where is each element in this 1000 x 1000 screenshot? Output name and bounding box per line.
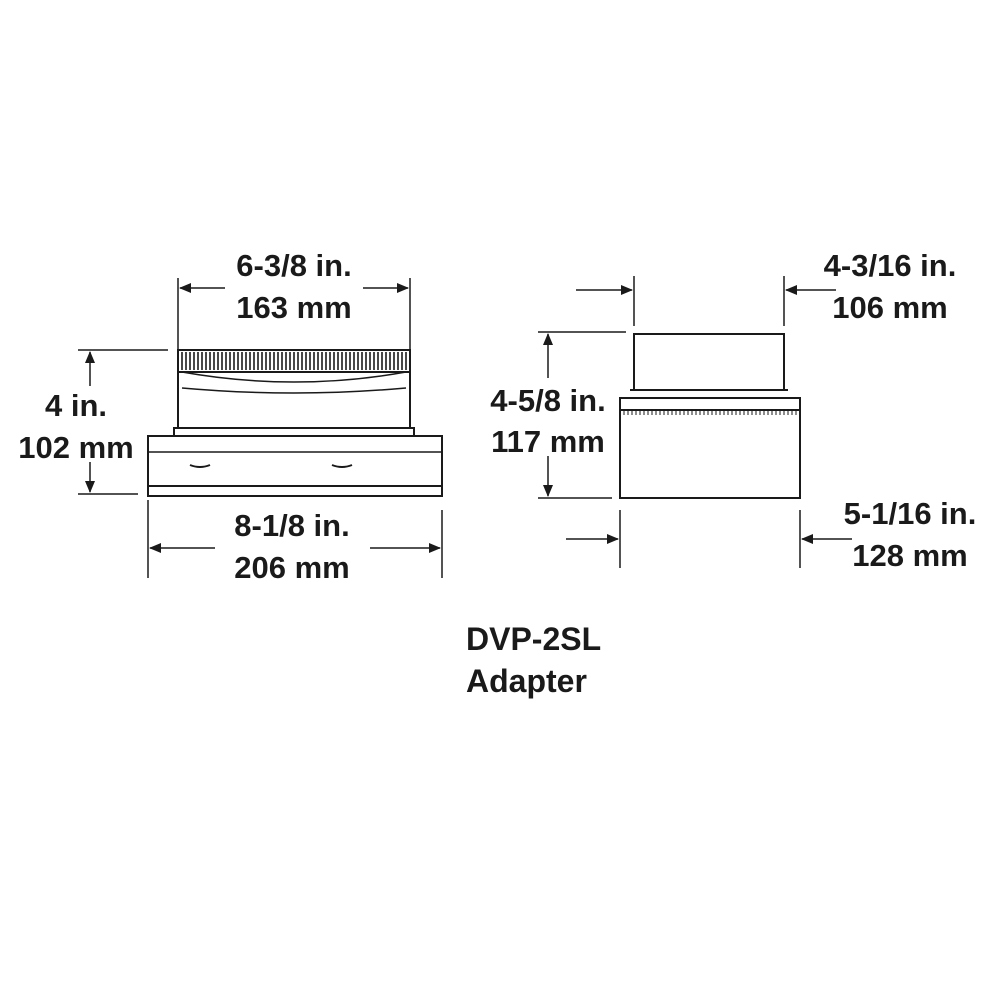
- side-height-imperial: 4-5/8 in.: [490, 383, 605, 418]
- crimp-lines: [181, 352, 407, 370]
- side-collar: [633, 333, 785, 391]
- side-serration: [623, 410, 797, 415]
- collar-bead: [181, 387, 407, 394]
- front-top-width-imperial: 6-3/8 in.: [236, 248, 351, 283]
- slot-right: [331, 464, 353, 468]
- side-base-width-imperial: 5-1/16 in.: [844, 496, 977, 531]
- product-name: DVP-2SL: [466, 621, 601, 657]
- side-base-width-metric: 128 mm: [852, 538, 967, 573]
- base-plate: [147, 435, 443, 497]
- collar-flange: [173, 427, 415, 437]
- side-top-width-imperial: 4-3/16 in.: [824, 248, 957, 283]
- side-base: [619, 397, 801, 499]
- front-height-imperial: 4 in.: [45, 388, 107, 423]
- side-view: 4-3/16 in. 106 mm 4-5/8 in. 117 mm 5-1/1…: [490, 248, 976, 573]
- collar-bead-top: [181, 371, 407, 383]
- slot-left: [189, 464, 211, 468]
- product-type: Adapter: [466, 663, 587, 699]
- front-base-width-imperial: 8-1/8 in.: [234, 508, 349, 543]
- front-base-width-metric: 206 mm: [234, 550, 349, 585]
- front-top-width-metric: 163 mm: [236, 290, 351, 325]
- side-height-metric: 117 mm: [491, 424, 605, 459]
- collar-body: [177, 372, 411, 428]
- front-view: 6-3/8 in. 163 mm 4 in. 102 mm 8-1/8 in. …: [18, 248, 443, 585]
- front-height-metric: 102 mm: [18, 430, 133, 465]
- side-top-width-metric: 106 mm: [832, 290, 947, 325]
- crimped-collar: [177, 349, 411, 373]
